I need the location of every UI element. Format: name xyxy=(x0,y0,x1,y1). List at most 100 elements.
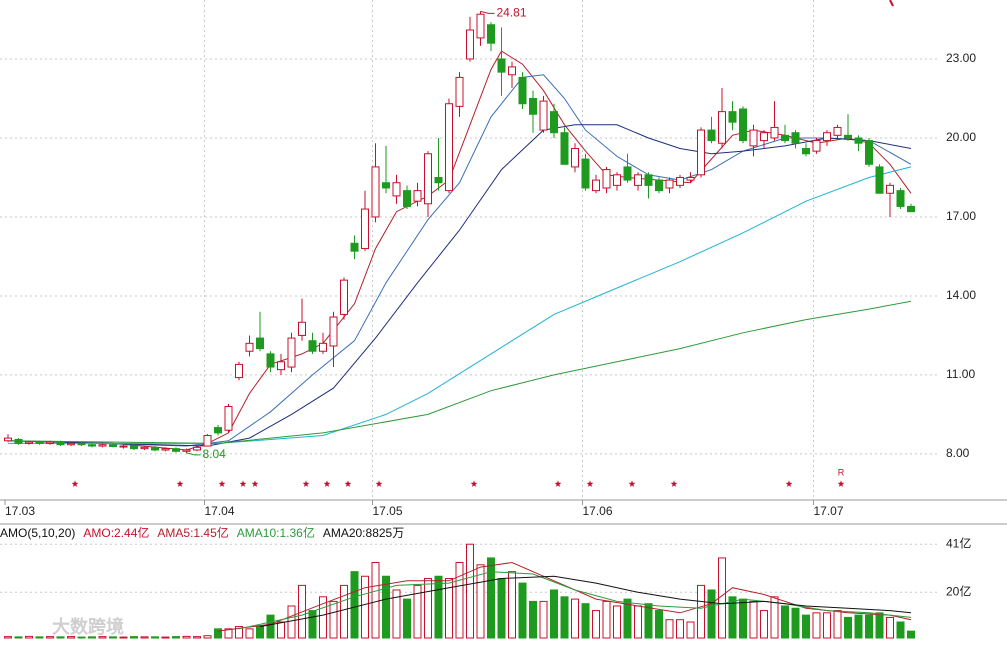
volume-bar xyxy=(350,571,359,639)
volume-bar xyxy=(518,582,527,639)
y-tick-label: 20.00 xyxy=(946,130,976,144)
legend-entry: AMO:2.44亿 xyxy=(83,525,149,540)
x-tick-label: 17.07 xyxy=(814,504,844,518)
volume-average-line xyxy=(259,575,912,628)
candle-body xyxy=(193,446,201,451)
legend-entry: AMA5:1.45亿 xyxy=(157,525,228,540)
candle-body xyxy=(245,342,254,352)
candle-body xyxy=(403,190,411,207)
signal-star xyxy=(251,480,259,487)
candle-body xyxy=(329,316,338,347)
signal-star xyxy=(239,480,247,487)
volume-bar xyxy=(907,630,915,639)
volume-average-line xyxy=(217,561,912,632)
x-tick-label: 17.05 xyxy=(373,504,403,518)
candle-body xyxy=(812,140,821,152)
volume-bar xyxy=(98,636,107,639)
corner-marker xyxy=(889,0,894,7)
volume-bar xyxy=(77,636,86,639)
volume-bar xyxy=(245,628,254,639)
y-tick-label: 23.00 xyxy=(946,51,976,65)
volume-bar xyxy=(203,635,212,639)
signal-star xyxy=(71,480,79,487)
volume-bar xyxy=(403,598,411,639)
volume-bar xyxy=(581,603,590,639)
candle-body xyxy=(46,441,54,444)
candle-body xyxy=(172,448,180,452)
y-tick-label: 14.00 xyxy=(946,288,976,302)
volume-bar xyxy=(25,635,33,639)
volume-bar xyxy=(140,636,149,639)
legend-entry: AMA20:8825万 xyxy=(323,526,404,540)
candle-body xyxy=(686,176,695,181)
candle-body xyxy=(203,434,212,447)
volume-bar xyxy=(833,610,842,639)
volume-bar xyxy=(728,596,737,639)
candle-body xyxy=(371,166,380,218)
moving-average-line xyxy=(7,74,912,447)
volume-bar xyxy=(802,614,810,639)
candle-body xyxy=(4,437,12,442)
candle-body xyxy=(277,361,285,371)
volume-bar xyxy=(550,589,558,639)
candle-body xyxy=(214,427,222,434)
volume-bar xyxy=(161,636,170,639)
volume-bar xyxy=(361,575,369,639)
candle-body xyxy=(634,174,642,186)
candle-body xyxy=(571,147,579,168)
candle-body xyxy=(77,442,86,446)
candle-body xyxy=(434,176,443,184)
volume-bar xyxy=(875,612,884,639)
volume-bar xyxy=(434,575,443,639)
moving-average-line xyxy=(7,50,912,451)
volume-bar xyxy=(539,600,548,639)
candle-body xyxy=(287,337,296,368)
candle-body xyxy=(224,406,233,431)
candle-body xyxy=(235,363,243,379)
volume-average-line xyxy=(238,571,912,630)
volume-bar xyxy=(844,616,852,639)
volume-bar xyxy=(119,636,128,639)
volume-bar xyxy=(4,636,12,639)
volume-bar xyxy=(781,605,789,639)
candle-body xyxy=(476,13,485,39)
candle-body xyxy=(781,134,789,142)
signal-star xyxy=(470,480,478,487)
volume-bar xyxy=(560,596,569,639)
candle-body xyxy=(707,129,716,142)
moving-average-line xyxy=(7,300,912,444)
volume-bar xyxy=(46,636,54,639)
volume-bar xyxy=(392,589,401,639)
volume-bar xyxy=(508,571,516,639)
candle-body xyxy=(623,166,632,181)
volume-bar xyxy=(497,578,506,639)
candle-body xyxy=(718,111,726,144)
candle-body xyxy=(833,126,842,136)
candle-body xyxy=(550,111,558,134)
volume-bar xyxy=(14,636,23,639)
volume-bar xyxy=(676,619,684,639)
volume-bar xyxy=(760,610,768,639)
x-tick-label: 17.06 xyxy=(583,504,613,518)
candle-body xyxy=(697,129,705,176)
signal-star xyxy=(375,480,383,487)
candle-body xyxy=(760,132,768,142)
candle-body xyxy=(581,158,590,189)
signal-star xyxy=(344,480,352,487)
signal-star xyxy=(837,480,845,487)
candle-body xyxy=(518,76,527,105)
candle-body xyxy=(655,179,663,192)
volume-bar xyxy=(382,575,390,639)
signal-star xyxy=(670,480,678,487)
volume-bar xyxy=(224,628,233,639)
signal-label: R xyxy=(838,467,845,477)
volume-bar xyxy=(266,614,275,639)
candle-body xyxy=(298,321,306,336)
annotation-label: 24.81 xyxy=(497,5,527,19)
candle-body xyxy=(854,137,863,144)
volume-bar xyxy=(812,612,821,639)
volume-bar xyxy=(455,562,464,639)
candle-body xyxy=(340,279,348,315)
